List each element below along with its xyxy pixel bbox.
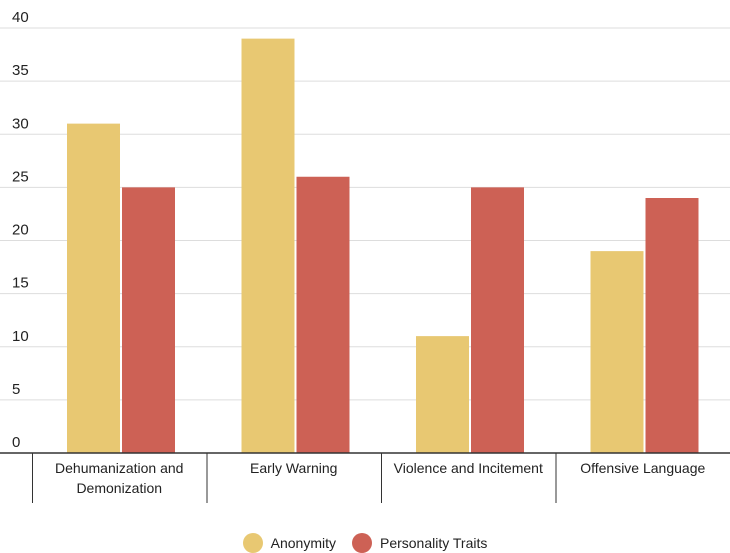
x-tick-label: Violence and Incitement: [394, 460, 543, 476]
x-tick-label-line: Demonization: [76, 480, 162, 496]
y-tick-label: 20: [12, 222, 29, 239]
legend-swatch-personality-traits: [351, 533, 372, 553]
legend-item-personality-traits: Personality Traits: [351, 533, 488, 553]
y-tick-label: 35: [12, 62, 29, 79]
x-tick-label: Dehumanization and Demonization: [55, 460, 183, 496]
x-tick-label-line: Early Warning: [250, 460, 337, 476]
y-tick-label: 10: [12, 328, 29, 345]
legend-label-personality-traits: Personality Traits: [379, 535, 488, 551]
legend-label-anonymity: Anonymity: [270, 535, 336, 551]
bar: [296, 176, 350, 453]
bar: [645, 198, 699, 453]
legend-swatch-anonymity: [242, 533, 263, 553]
bar: [416, 336, 469, 453]
bar: [590, 251, 644, 453]
bar: [67, 123, 120, 453]
x-tick-label-line: Violence and Incitement: [394, 460, 543, 476]
bar: [122, 187, 175, 453]
legend: Anonymity Personality Traits: [0, 533, 730, 553]
bar: [241, 38, 295, 453]
x-tick-label-line: Dehumanization and: [55, 460, 183, 476]
x-tick-label-line: Offensive Language: [580, 460, 705, 476]
y-tick-label: 30: [12, 115, 29, 132]
x-tick-label: Early Warning: [250, 460, 337, 476]
y-tick-label: 15: [12, 275, 29, 292]
y-tick-label: 5: [12, 381, 20, 398]
legend-item-anonymity: Anonymity: [242, 533, 336, 553]
y-tick-label: 40: [12, 9, 29, 26]
y-tick-label: 0: [12, 434, 20, 451]
bar: [471, 187, 524, 453]
x-tick-label: Offensive Language: [580, 460, 705, 476]
y-tick-label: 25: [12, 168, 29, 185]
